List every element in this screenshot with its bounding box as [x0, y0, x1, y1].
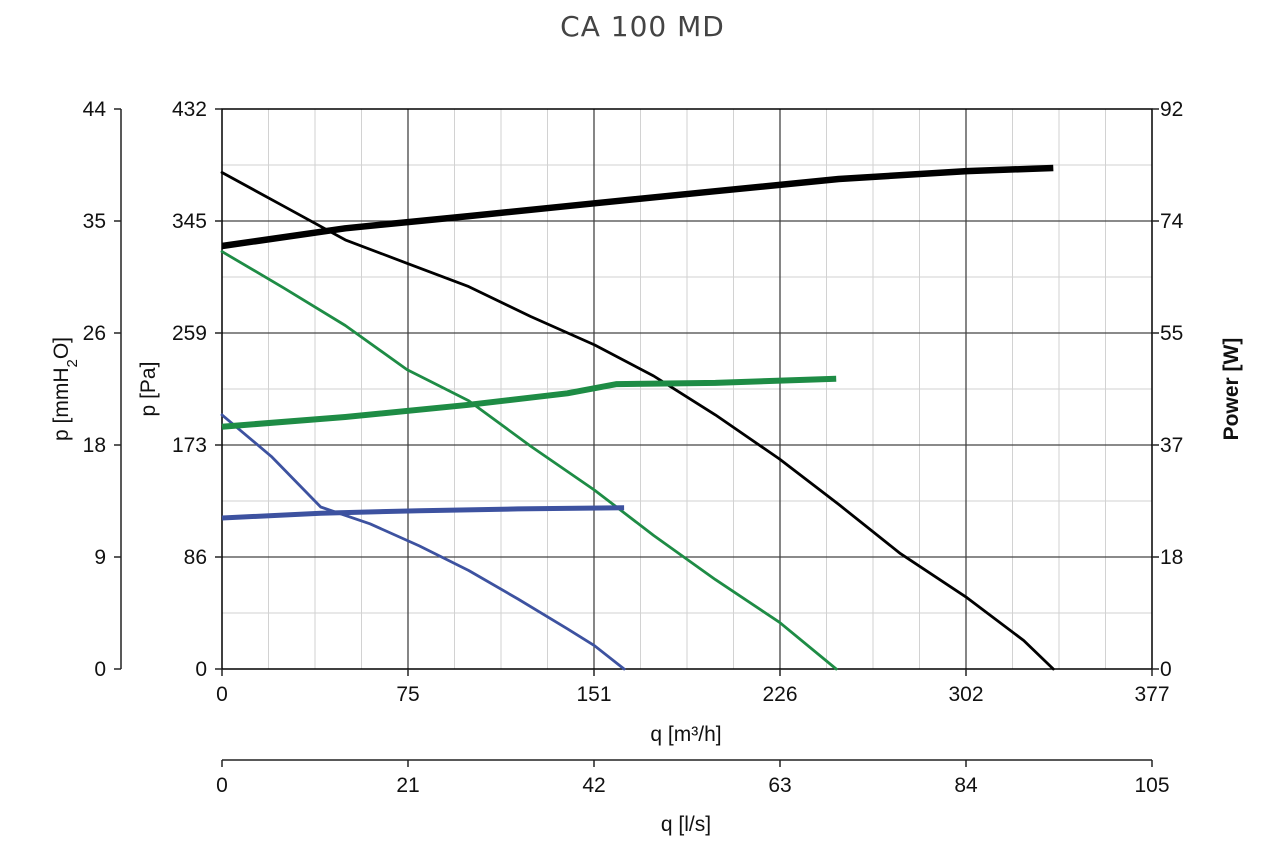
pa-tick-label: 173 [172, 434, 207, 457]
y3-axis-title: Power [W] [1220, 338, 1243, 441]
mmh2o-tick-label: 26 [83, 322, 106, 345]
ls-tick-label: 21 [396, 774, 419, 797]
x-axis-title: q [m³/h] [650, 723, 721, 746]
power-tick-label: 37 [1160, 434, 1183, 457]
mmh2o-tick-label: 18 [83, 434, 106, 457]
ls-tick-label: 84 [954, 774, 978, 797]
axes-layer [114, 108, 1159, 767]
y2-axis-title-subscript: 2 [64, 359, 81, 367]
ls-tick-label: 105 [1134, 774, 1169, 797]
pressure-curve-3 [220, 413, 626, 671]
ls-tick-label: 63 [768, 774, 791, 797]
pa-tick-label: 86 [184, 546, 207, 569]
y2-axis-title-part: O] [50, 337, 73, 359]
power-curve-3 [221, 505, 625, 521]
pressure-curve-1 [220, 171, 1055, 671]
chart-title: CA 100 MD [560, 10, 725, 43]
m3h-tick-label: 0 [216, 683, 228, 706]
pa-tick-label: 345 [172, 210, 207, 233]
power-curve-2 [221, 375, 837, 430]
power-tick-label: 0 [1160, 658, 1172, 681]
m3h-tick-label: 377 [1134, 683, 1169, 706]
m3h-tick-label: 75 [396, 683, 419, 706]
ls-tick-label: 42 [582, 774, 605, 797]
m3h-tick-label: 226 [762, 683, 797, 706]
labels-layer: 0 9 18 26 35 44 0 86 173 259 345 432 0 18 37 55 74 92 0 75 1… [50, 98, 1243, 836]
mmh2o-tick-label: 44 [83, 98, 107, 121]
pa-tick-label: 432 [172, 98, 207, 121]
power-tick-label: 55 [1160, 322, 1183, 345]
power-tick-label: 92 [1160, 98, 1183, 121]
mmh2o-tick-label: 9 [94, 546, 106, 569]
m3h-tick-label: 302 [948, 683, 983, 706]
m3h-tick-label: 151 [576, 683, 611, 706]
ls-tick-label: 0 [216, 774, 228, 797]
mmh2o-tick-label: 0 [94, 658, 106, 681]
plot-frame [221, 108, 1153, 670]
mmh2o-tick-label: 35 [83, 210, 106, 233]
power-tick-label: 74 [1160, 210, 1184, 233]
x2-axis-title: q [l/s] [661, 813, 711, 836]
y2-axis-title-part: p [mmH [50, 368, 73, 442]
y-axis-title: p [Pa] [137, 362, 160, 417]
pa-tick-label: 259 [172, 322, 207, 345]
pressure-curve-2 [220, 250, 838, 671]
power-tick-label: 18 [1160, 546, 1183, 569]
pa-tick-label: 0 [195, 658, 207, 681]
power-curve-1 [221, 164, 1054, 250]
series-layer [220, 164, 1055, 671]
y2-axis-title: p [mmH2O] [50, 337, 81, 441]
minor-grid [222, 109, 1152, 669]
